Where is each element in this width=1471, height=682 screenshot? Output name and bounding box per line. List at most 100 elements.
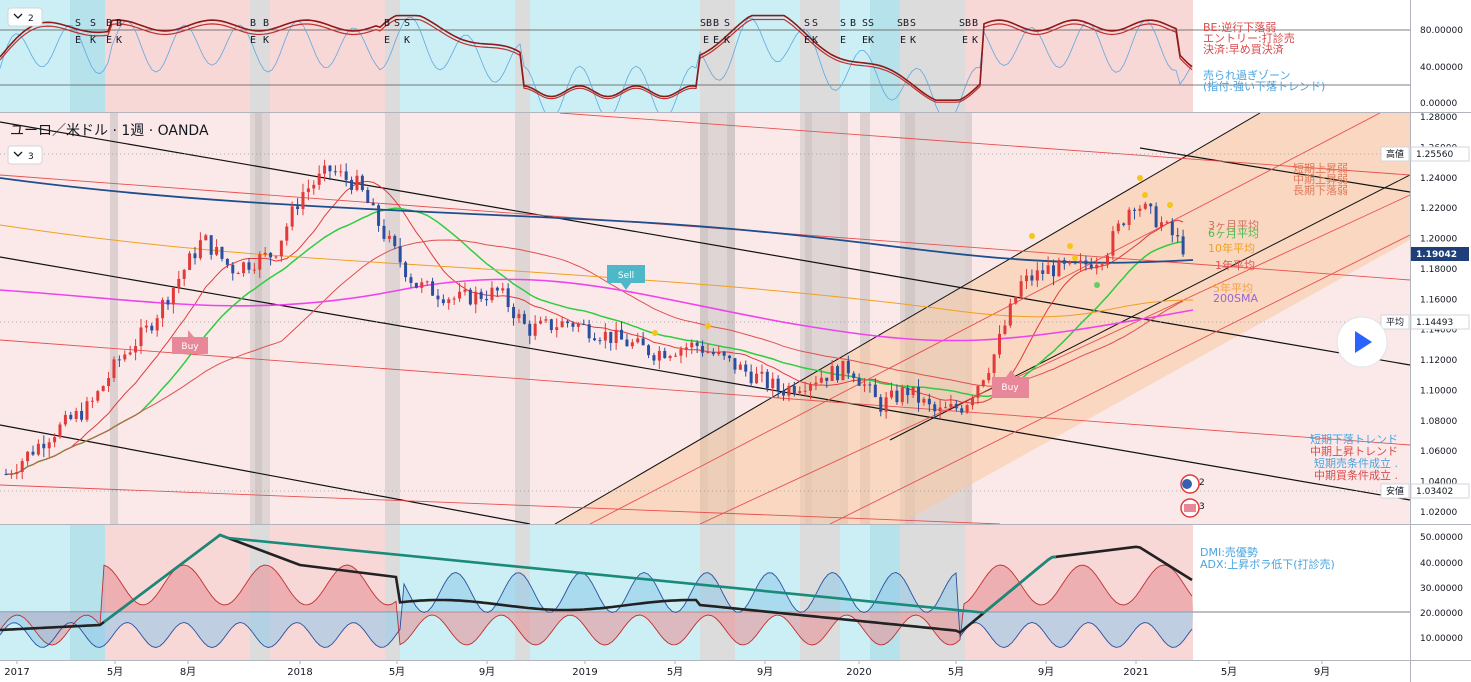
signal-top: B [972,18,978,29]
signal-top: B [263,18,269,29]
candle-body [512,306,516,319]
signal-bottom: K [972,35,978,46]
candle-body [371,202,375,206]
candle-body [1089,264,1093,269]
sell-tag: Sell [607,265,645,290]
candle-body [15,471,19,474]
price-tick: 1.28000 [1420,113,1457,123]
candle-body [1122,223,1126,225]
candle-body [603,331,607,341]
pane-index-top[interactable]: 2 [7,7,43,27]
candle-body [31,451,35,455]
event-marker-2[interactable]: 2 [1180,474,1205,494]
dmi-pane [0,525,1410,660]
candle-body [544,319,548,321]
candle-body [868,384,872,386]
signal-top: SB [959,18,971,29]
candle-body [927,398,931,405]
signal-top: S [724,18,730,29]
candle-body [890,390,894,398]
candle-body [193,253,197,259]
candle-body [625,339,629,347]
candle-body [787,385,791,396]
pane-index-main[interactable]: 3 [7,145,43,165]
signal-top: B [850,18,856,29]
event-marker-3[interactable]: 3 [1180,498,1205,518]
candle-body [911,386,915,396]
stoch-zone [840,0,870,112]
stochastic-zones [0,0,1193,112]
signal-top: S [90,18,96,29]
candle-body [144,325,148,328]
candle-body [171,287,175,305]
time-label: 8月 [180,666,196,678]
legend-entry: 中期買条件成立 . [1314,468,1398,482]
candle-body [1127,209,1131,225]
candle-body [663,350,667,359]
candle-body [657,350,661,361]
candle-body [47,442,51,449]
time-label: 5月 [1221,666,1237,678]
candle-body [90,400,94,402]
price-zone [700,113,708,524]
candle-body [458,291,462,299]
candle-body [668,356,672,359]
candle-body [355,175,359,190]
candle-body [188,253,192,270]
candle-body [1111,231,1115,256]
candle-body [274,256,278,258]
candle-body [323,165,327,174]
price-pane [0,113,1410,524]
price-tick: 1.22000 [1420,204,1457,214]
stoch-tick: 80.00000 [1420,26,1463,36]
candle-body [1165,221,1169,223]
chevron-down-icon [13,151,23,157]
candle-body [1106,255,1110,265]
legend-entry: 短期売条件成立 . [1314,456,1398,470]
candle-body [1079,260,1083,264]
time-axis: 2017 5月 8月 2018 5月 9月 2019 5月 9月 2020 5月 9月 2021 5月 9月 [4,660,1330,678]
dmi-tick: 10.00000 [1420,634,1463,644]
candle-body [949,403,953,408]
candle-body [404,262,408,278]
candle-body [879,397,883,412]
play-icon [1355,331,1372,353]
dmi-tick: 40.00000 [1420,559,1463,569]
price-zone [840,113,848,524]
candle-body [819,377,823,383]
candle-body [1176,235,1180,237]
time-label: 9月 [757,666,773,678]
candle-body [1052,265,1056,277]
stoch-zone [700,0,735,112]
dmi-y-axis: 50.00000 40.00000 30.00000 20.00000 10.00000 [1420,533,1463,644]
play-button[interactable] [1336,316,1388,368]
candle-body [836,366,840,381]
candle-body [1003,325,1007,334]
candle-body [776,378,780,391]
candle-body [690,342,694,348]
price-tag-box [1410,483,1470,499]
candle-body [641,338,645,346]
time-label: 2018 [287,667,312,678]
candle-body [155,318,159,331]
candle-body [549,319,553,331]
price-tick: 1.04000 [1420,478,1457,488]
candle-body [420,282,424,288]
signal-top: B [116,18,122,29]
candle-body [933,404,937,412]
signal-top: S [840,18,846,29]
candle-body [647,345,651,356]
signal-bottom: E [862,35,868,46]
channel-line [1139,147,1410,193]
time-label: 2017 [4,667,29,678]
candle-body [263,252,267,255]
candle-body [177,278,181,288]
ma-label: 5年平均 [1213,281,1253,295]
signal-dot [1029,233,1035,239]
candle-body [112,359,116,379]
dmi-tick: 20.00000 [1420,609,1463,619]
candle-body [1170,221,1174,236]
